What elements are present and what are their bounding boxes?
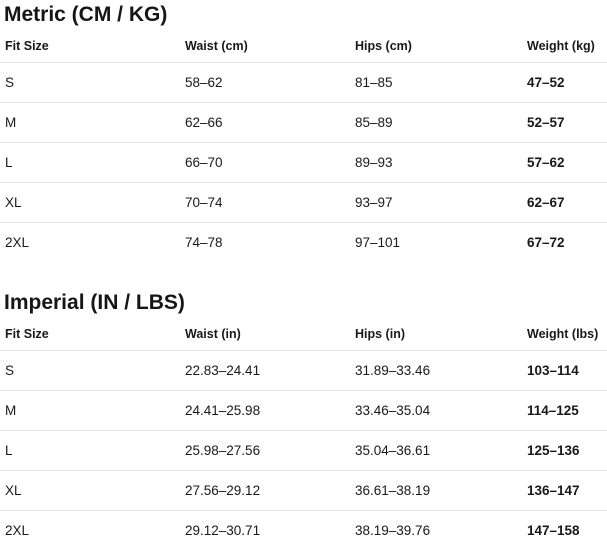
waist-cell: 29.12–30.71 <box>185 523 261 538</box>
waist-cell: 25.98–27.56 <box>180 430 350 471</box>
metric-size-section: Metric (CM / KG) Fit Size Waist (cm) Hip… <box>0 2 607 262</box>
column-header-waist: Waist (cm) <box>180 30 350 63</box>
fit-size-cell: 2XL <box>5 523 30 538</box>
waist-cell: 27.56–29.12 <box>180 470 350 511</box>
header-row: Fit Size Waist (in) Hips (in) Weight (lb… <box>0 318 607 351</box>
fit-size-cell: M <box>0 390 180 431</box>
column-header-hips: Hips (cm) <box>350 30 522 63</box>
waist-cell: 58–62 <box>180 62 350 103</box>
hips-cell: 31.89–33.46 <box>350 350 522 391</box>
weight-cell: 47–52 <box>522 62 607 103</box>
fit-size-cell: XL <box>0 470 180 511</box>
fit-size-cell: M <box>0 102 180 143</box>
fit-size-cell: 2XL <box>5 235 30 250</box>
column-header-fit-size: Fit Size <box>0 30 180 63</box>
fit-size-cell: L <box>0 142 180 183</box>
weight-cell: 62–67 <box>522 182 607 223</box>
waist-cell: 74–78 <box>185 235 223 250</box>
table-row: S 22.83–24.41 31.89–33.46 103–114 <box>0 350 607 391</box>
waist-cell: 66–70 <box>180 142 350 183</box>
metric-size-table: Fit Size Waist (cm) Hips (cm) Weight (kg… <box>0 30 607 262</box>
table-row: 2XL 29.12–30.71 38.19–39.76 147–158 <box>0 511 607 551</box>
table-row: XL 27.56–29.12 36.61–38.19 136–147 <box>0 470 607 511</box>
hips-cell: 85–89 <box>350 102 522 143</box>
table-row: S 58–62 81–85 47–52 <box>0 62 607 103</box>
weight-cell: 125–136 <box>522 430 607 471</box>
imperial-size-section: Imperial (IN / LBS) Fit Size Waist (in) … <box>0 290 607 550</box>
weight-cell: 67–72 <box>527 235 565 250</box>
hips-cell: 35.04–36.61 <box>350 430 522 471</box>
waist-cell: 70–74 <box>180 182 350 223</box>
fit-size-cell: S <box>0 350 180 391</box>
table-row: M 62–66 85–89 52–57 <box>0 102 607 143</box>
table-row: 2XL 74–78 97–101 67–72 <box>0 223 607 263</box>
hips-cell: 89–93 <box>350 142 522 183</box>
imperial-table-header: Fit Size Waist (in) Hips (in) Weight (lb… <box>0 318 607 351</box>
header-row: Fit Size Waist (cm) Hips (cm) Weight (kg… <box>0 30 607 63</box>
imperial-size-table: Fit Size Waist (in) Hips (in) Weight (lb… <box>0 318 607 550</box>
table-row: M 24.41–25.98 33.46–35.04 114–125 <box>0 390 607 431</box>
weight-cell: 103–114 <box>522 350 607 391</box>
hips-cell: 93–97 <box>350 182 522 223</box>
hips-cell: 33.46–35.04 <box>350 390 522 431</box>
table-row: L 66–70 89–93 57–62 <box>0 142 607 183</box>
hips-cell: 38.19–39.76 <box>355 523 431 538</box>
fit-size-cell: L <box>0 430 180 471</box>
metric-table-header: Fit Size Waist (cm) Hips (cm) Weight (kg… <box>0 30 607 63</box>
waist-cell: 22.83–24.41 <box>180 350 350 391</box>
fit-size-cell: S <box>0 62 180 103</box>
waist-cell: 24.41–25.98 <box>180 390 350 431</box>
weight-cell: 114–125 <box>522 390 607 431</box>
imperial-section-title: Imperial (IN / LBS) <box>4 291 185 314</box>
waist-cell: 62–66 <box>180 102 350 143</box>
table-row: L 25.98–27.56 35.04–36.61 125–136 <box>0 430 607 471</box>
column-header-weight: Weight (lbs) <box>522 318 607 351</box>
weight-cell: 147–158 <box>527 523 580 538</box>
column-header-waist: Waist (in) <box>180 318 350 351</box>
fit-size-cell: XL <box>0 182 180 223</box>
weight-cell: 57–62 <box>522 142 607 183</box>
table-row: XL 70–74 93–97 62–67 <box>0 182 607 223</box>
column-header-weight: Weight (kg) <box>522 30 607 63</box>
metric-section-title: Metric (CM / KG) <box>4 3 168 26</box>
hips-cell: 97–101 <box>355 235 401 250</box>
hips-cell: 36.61–38.19 <box>350 470 522 511</box>
column-header-hips: Hips (in) <box>350 318 522 351</box>
hips-cell: 81–85 <box>350 62 522 103</box>
column-header-fit-size: Fit Size <box>0 318 180 351</box>
weight-cell: 136–147 <box>522 470 607 511</box>
weight-cell: 52–57 <box>522 102 607 143</box>
